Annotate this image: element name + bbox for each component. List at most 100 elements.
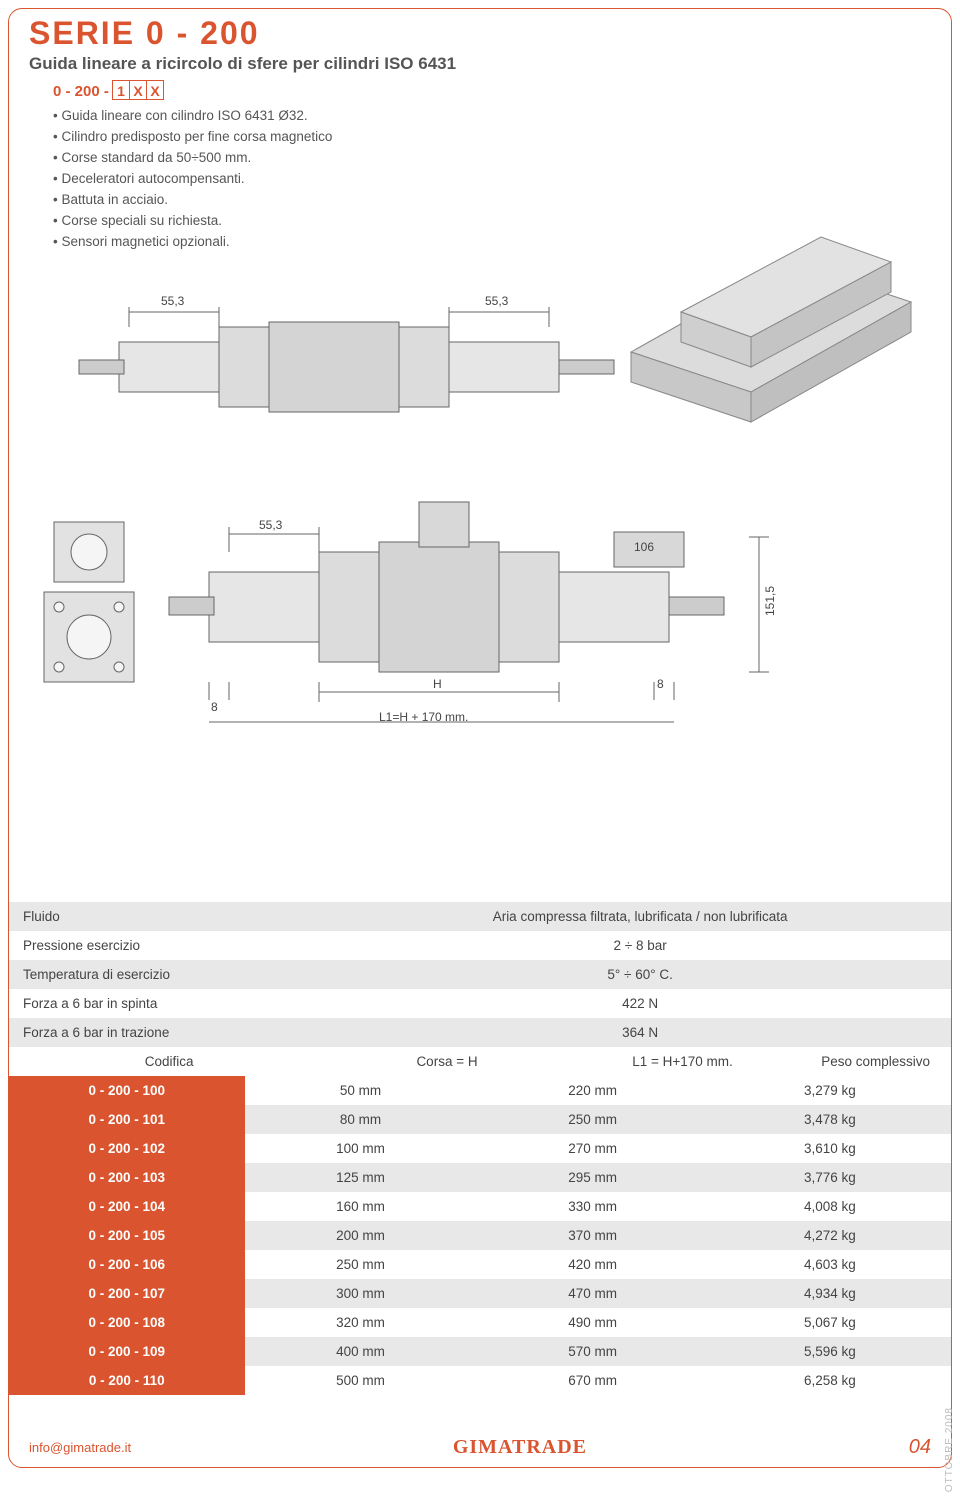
corsa-cell: 400 mm (245, 1337, 477, 1366)
corsa-cell: 50 mm (245, 1076, 477, 1105)
corsa-cell: 250 mm (245, 1250, 477, 1279)
corsa-cell: 100 mm (245, 1134, 477, 1163)
footer-brand: GIMATRADE (453, 1436, 587, 1459)
hdr-codifica: Codifica (9, 1047, 329, 1076)
main-plan-view: 55,3 106 151,5 8 8 H L1=H + 170 mm. (159, 482, 799, 762)
spec-row: Forza a 6 bar in trazione 364 N (9, 1018, 951, 1047)
corsa-cell: 80 mm (245, 1105, 477, 1134)
code-cell: 0 - 200 - 100 (9, 1076, 245, 1105)
hdr-peso: Peso complessivo (800, 1047, 951, 1076)
corsa-cell: 300 mm (245, 1279, 477, 1308)
table-row: 0 - 200 - 104160 mm330 mm4,008 kg (9, 1192, 951, 1221)
l1-cell: 420 mm (477, 1250, 709, 1279)
code-cell: 0 - 200 - 104 (9, 1192, 245, 1221)
peso-cell: 4,272 kg (709, 1221, 951, 1250)
table-row: 0 - 200 - 109400 mm570 mm5,596 kg (9, 1337, 951, 1366)
code-cell: 0 - 200 - 110 (9, 1366, 245, 1395)
spec-row: Fluido Aria compressa filtrata, lubrific… (9, 902, 951, 931)
code-cell: 0 - 200 - 105 (9, 1221, 245, 1250)
dim-h: H (433, 677, 442, 691)
spec-value: 364 N (329, 1018, 951, 1047)
peso-cell: 4,603 kg (709, 1250, 951, 1279)
isometric-view (591, 192, 931, 452)
table-row: 0 - 200 - 108320 mm490 mm5,067 kg (9, 1308, 951, 1337)
bullet-item: Cilindro predisposto per fine corsa magn… (53, 127, 931, 148)
specs-table: Fluido Aria compressa filtrata, lubrific… (9, 902, 951, 1076)
code-cell: 0 - 200 - 109 (9, 1337, 245, 1366)
spec-row: Forza a 6 bar in spinta 422 N (9, 989, 951, 1018)
spec-row: Pressione esercizio 2 ÷ 8 bar (9, 931, 951, 960)
technical-drawing-area: 55,3 55,3 (29, 262, 931, 882)
spec-label: Fluido (9, 902, 329, 931)
table-row: 0 - 200 - 102100 mm270 mm3,610 kg (9, 1134, 951, 1163)
dim-151-5: 151,5 (763, 586, 777, 616)
dim-mid-left: 55,3 (259, 518, 282, 532)
code-prefix: 0 - 200 - (53, 83, 113, 100)
spec-value: 2 ÷ 8 bar (329, 931, 951, 960)
top-view-svg (69, 292, 629, 442)
code-box-3: X (146, 80, 164, 100)
page-frame: SERIE 0 - 200 Guida lineare a ricircolo … (8, 8, 952, 1468)
corsa-cell: 200 mm (245, 1221, 477, 1250)
code-cell: 0 - 200 - 103 (9, 1163, 245, 1192)
product-code-line: 0 - 200 - 1XX (9, 78, 951, 106)
page-subtitle: Guida lineare a ricircolo di sfere per c… (9, 54, 951, 78)
l1-cell: 470 mm (477, 1279, 709, 1308)
spec-label: Temperatura di esercizio (9, 960, 329, 989)
table-row: 0 - 200 - 106250 mm420 mm4,603 kg (9, 1250, 951, 1279)
end-view (29, 512, 159, 702)
corsa-cell: 125 mm (245, 1163, 477, 1192)
product-data-table: 0 - 200 - 10050 mm220 mm3,279 kg0 - 200 … (9, 1076, 951, 1395)
spec-value: 422 N (329, 989, 951, 1018)
table-row: 0 - 200 - 10050 mm220 mm3,279 kg (9, 1076, 951, 1105)
dim-8-right: 8 (657, 677, 664, 691)
page-footer: info@gimatrade.it GIMATRADE 04 (9, 1436, 951, 1459)
code-cell: 0 - 200 - 108 (9, 1308, 245, 1337)
peso-cell: 3,610 kg (709, 1134, 951, 1163)
spec-row: Temperatura di esercizio 5° ÷ 60° C. (9, 960, 951, 989)
l1-cell: 490 mm (477, 1308, 709, 1337)
table-row: 0 - 200 - 110500 mm670 mm6,258 kg (9, 1366, 951, 1395)
dim-8-left: 8 (211, 700, 218, 714)
peso-cell: 3,279 kg (709, 1076, 951, 1105)
corsa-cell: 320 mm (245, 1308, 477, 1337)
peso-cell: 6,258 kg (709, 1366, 951, 1395)
table-row: 0 - 200 - 10180 mm250 mm3,478 kg (9, 1105, 951, 1134)
code-cell: 0 - 200 - 101 (9, 1105, 245, 1134)
peso-cell: 5,067 kg (709, 1308, 951, 1337)
table-row: 0 - 200 - 105200 mm370 mm4,272 kg (9, 1221, 951, 1250)
dim-106: 106 (634, 540, 654, 554)
spec-label: Forza a 6 bar in spinta (9, 989, 329, 1018)
series-title: SERIE 0 - 200 (9, 9, 951, 54)
peso-cell: 4,934 kg (709, 1279, 951, 1308)
corsa-cell: 500 mm (245, 1366, 477, 1395)
main-view-svg (159, 482, 799, 762)
code-cell: 0 - 200 - 106 (9, 1250, 245, 1279)
table-row: 0 - 200 - 107300 mm470 mm4,934 kg (9, 1279, 951, 1308)
dim-top-left: 55,3 (161, 294, 184, 308)
iso-svg (591, 192, 931, 452)
table-row: 0 - 200 - 103125 mm295 mm3,776 kg (9, 1163, 951, 1192)
bullet-item: Deceleratori autocompensanti. (53, 169, 931, 190)
spec-value: 5° ÷ 60° C. (329, 960, 951, 989)
footer-page: 04 (909, 1436, 931, 1459)
l1-cell: 295 mm (477, 1163, 709, 1192)
end-view-svg (29, 512, 159, 702)
footer-email: info@gimatrade.it (29, 1440, 131, 1455)
l1-cell: 220 mm (477, 1076, 709, 1105)
l1-cell: 270 mm (477, 1134, 709, 1163)
hdr-corsa: Corsa = H (329, 1047, 565, 1076)
l1-cell: 670 mm (477, 1366, 709, 1395)
code-cell: 0 - 200 - 102 (9, 1134, 245, 1163)
corsa-cell: 160 mm (245, 1192, 477, 1221)
l1-cell: 330 mm (477, 1192, 709, 1221)
code-box-2: X (129, 80, 147, 100)
l1-cell: 250 mm (477, 1105, 709, 1134)
peso-cell: 3,776 kg (709, 1163, 951, 1192)
dim-l1: L1=H + 170 mm. (379, 710, 468, 724)
spec-label: Forza a 6 bar in trazione (9, 1018, 329, 1047)
dim-top-right: 55,3 (485, 294, 508, 308)
spec-label: Pressione esercizio (9, 931, 329, 960)
hdr-l1: L1 = H+170 mm. (565, 1047, 801, 1076)
l1-cell: 570 mm (477, 1337, 709, 1366)
